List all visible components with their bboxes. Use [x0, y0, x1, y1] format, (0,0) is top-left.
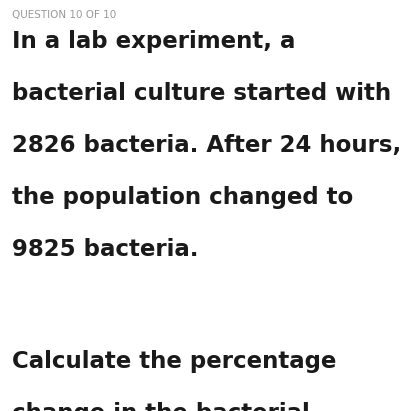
Text: Calculate the percentage: Calculate the percentage: [12, 350, 336, 373]
Text: In a lab experiment, a: In a lab experiment, a: [12, 30, 296, 53]
Text: bacterial culture started with: bacterial culture started with: [12, 82, 391, 105]
Text: the population changed to: the population changed to: [12, 186, 353, 209]
Text: 2826 bacteria. After 24 hours,: 2826 bacteria. After 24 hours,: [12, 134, 401, 157]
Text: QUESTION 10 OF 10: QUESTION 10 OF 10: [12, 10, 116, 20]
Text: change in the bacterial: change in the bacterial: [12, 402, 310, 411]
Text: 9825 bacteria.: 9825 bacteria.: [12, 238, 199, 261]
